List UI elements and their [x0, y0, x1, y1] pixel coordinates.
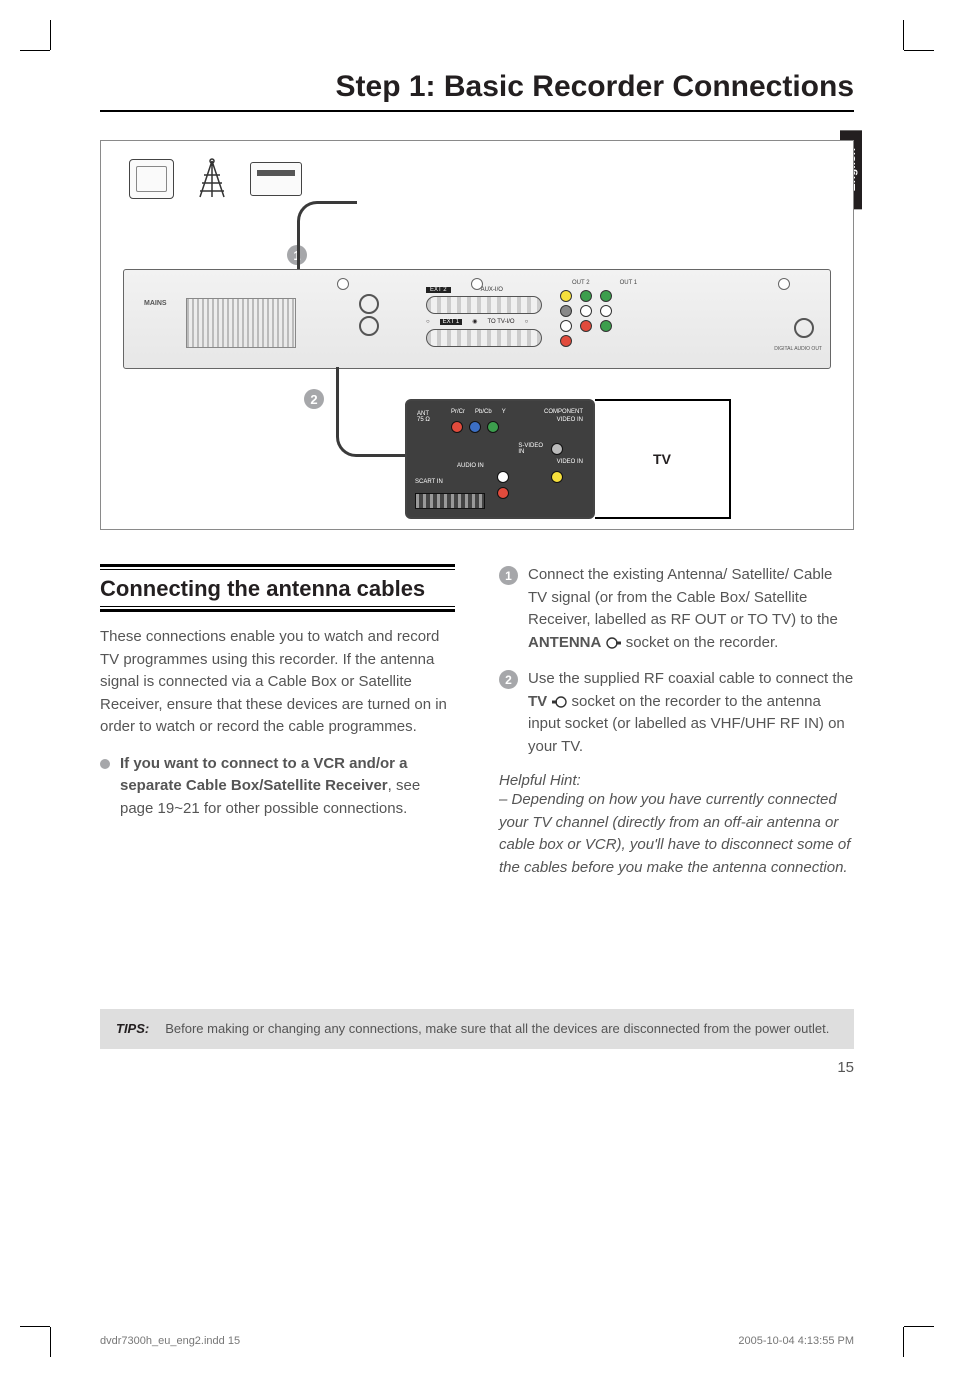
- out-labels: OUT 2 OUT 1: [572, 280, 637, 286]
- crop-mark: [904, 1326, 934, 1327]
- pbcb-label: Pb/Cb: [475, 409, 492, 415]
- step2-text-c: socket on the recorder to the antenna in…: [528, 693, 845, 755]
- tv-unit: ANT75 Ω Pr/Cr Pb/Cb Y COMPONENTVIDEO IN …: [405, 399, 731, 519]
- crop-mark: [50, 20, 51, 50]
- tv-back-panel: ANT75 Ω Pr/Cr Pb/Cb Y COMPONENTVIDEO IN …: [405, 399, 595, 519]
- step-1: 1 Connect the existing Antenna/ Satellit…: [499, 564, 854, 654]
- digital-out-label: DIGITAL AUDIO OUT: [774, 346, 822, 352]
- page-title: Step 1: Basic Recorder Connections: [100, 70, 854, 112]
- heatsink-icon: [186, 298, 296, 348]
- satellite-box-icon: [250, 162, 302, 196]
- svideo-label: S-VIDEOIN: [518, 443, 543, 455]
- footer-left: dvdr7300h_eu_eng2.indd 15: [100, 1335, 240, 1347]
- mains-label: MAINS: [144, 300, 167, 307]
- tips-text: Before making or changing any connection…: [165, 1019, 829, 1039]
- tv-socket-icon: [551, 696, 567, 708]
- right-column: 1 Connect the existing Antenna/ Satellit…: [499, 564, 854, 879]
- hint-heading: Helpful Hint:: [499, 772, 854, 789]
- scartin-label: SCART IN: [415, 479, 443, 485]
- totv-label: TO TV-I/O: [487, 319, 514, 325]
- step-badge-2: 2: [304, 389, 324, 409]
- connection-diagram: 1 2 MAINS EXT 2 AUX-I/O ○ EXT 1 ◉: [100, 140, 854, 530]
- antenna-sockets: [334, 292, 404, 338]
- screw-icon: [778, 278, 790, 290]
- component-label: COMPONENTVIDEO IN: [544, 409, 583, 425]
- coax-socket: [359, 294, 379, 314]
- step1-text-a: Connect the existing Antenna/ Satellite/…: [528, 566, 838, 628]
- crop-mark: [904, 50, 934, 51]
- tv-label: TV: [653, 451, 671, 467]
- page-number: 15: [100, 1059, 854, 1076]
- recorder-back-panel: MAINS EXT 2 AUX-I/O ○ EXT 1 ◉ TO TV-I/O …: [123, 269, 831, 369]
- footer-right: 2005-10-04 4:13:55 PM: [738, 1335, 854, 1347]
- body-columns: Connecting the antenna cables These conn…: [100, 564, 854, 879]
- bullet-bold: If you want to connect to a VCR and/or a…: [120, 755, 408, 795]
- wall-socket-icon: [129, 159, 174, 199]
- left-column: Connecting the antenna cables These conn…: [100, 564, 455, 879]
- step-number-2: 2: [499, 670, 518, 689]
- audioin-label: AUDIO IN: [457, 463, 484, 469]
- section-heading: Connecting the antenna cables: [100, 576, 455, 602]
- tv-front: TV: [595, 399, 731, 519]
- crop-mark: [903, 1327, 904, 1357]
- crop-mark: [20, 50, 50, 51]
- tv-scart-socket: [415, 493, 485, 509]
- antenna-icon: [194, 157, 230, 201]
- scart-sockets: ○ EXT 1 ◉ TO TV-I/O ○: [426, 292, 542, 351]
- bullet-icon: [100, 759, 110, 769]
- crop-mark: [903, 20, 904, 50]
- digital-out-socket: [794, 318, 814, 338]
- tips-label: TIPS:: [116, 1019, 149, 1039]
- hint-body: – Depending on how you have currently co…: [499, 789, 854, 879]
- step2-text-a: Use the supplied RF coaxial cable to con…: [528, 670, 853, 687]
- page-content: Step 1: Basic Recorder Connections Engli…: [100, 70, 854, 1297]
- intro-paragraph: These connections enable you to watch an…: [100, 626, 455, 739]
- coax-socket: [359, 316, 379, 336]
- crop-mark: [20, 1326, 50, 1327]
- step-number-1: 1: [499, 566, 518, 585]
- print-footer: dvdr7300h_eu_eng2.indd 15 2005-10-04 4:1…: [100, 1335, 854, 1347]
- step1-bold: ANTENNA: [528, 634, 601, 651]
- step1-text-c: socket on the recorder.: [626, 634, 779, 651]
- out2-label: OUT 2: [572, 280, 590, 286]
- step-2: 2 Use the supplied RF coaxial cable to c…: [499, 668, 854, 758]
- antenna-socket-icon: [606, 637, 622, 649]
- screw-icon: [337, 278, 349, 290]
- bullet-item: If you want to connect to a VCR and/or a…: [100, 753, 455, 821]
- output-jacks: [560, 290, 700, 347]
- prcr-label: Pr/Cr: [451, 409, 465, 415]
- crop-mark: [50, 1327, 51, 1357]
- tv-ant-label: ANT75 Ω: [417, 411, 430, 423]
- tips-bar: TIPS: Before making or changing any conn…: [100, 1009, 854, 1049]
- out1-label: OUT 1: [620, 280, 638, 286]
- step2-bold: TV: [528, 693, 547, 710]
- y-label: Y: [502, 409, 506, 415]
- videoin-label: VIDEO IN: [557, 459, 583, 465]
- signal-sources: [129, 157, 302, 201]
- ext1-label: EXT 1: [440, 319, 463, 325]
